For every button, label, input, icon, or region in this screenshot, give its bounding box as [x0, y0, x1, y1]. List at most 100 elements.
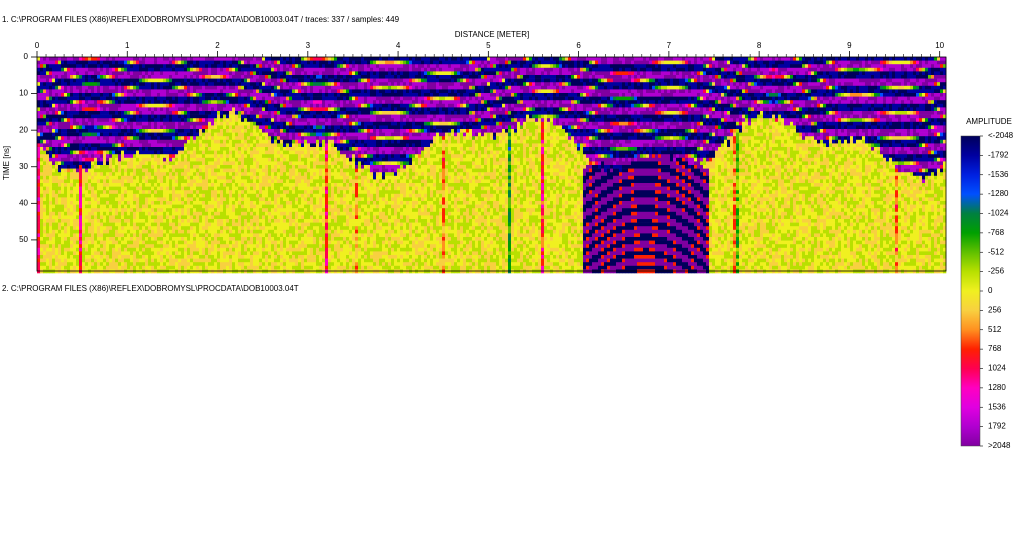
- radargram-cell: [133, 233, 137, 238]
- radargram-cell: [61, 219, 65, 223]
- radargram-cell: [55, 129, 59, 133]
- radargram-cell: [46, 67, 50, 72]
- radargram-cell: [199, 143, 203, 148]
- radargram-cell: [100, 129, 104, 133]
- radargram-cell: [244, 226, 248, 231]
- radargram-cell: [67, 114, 71, 119]
- radargram-cell: [241, 64, 245, 69]
- radargram-cell: [202, 93, 206, 97]
- radargram-cell: [112, 64, 116, 69]
- radargram-cell: [127, 244, 131, 249]
- radargram-cell: [181, 226, 185, 231]
- radargram-cell: [214, 233, 218, 238]
- radargram-cell: [229, 154, 233, 159]
- radargram-cell: [88, 118, 92, 123]
- radargram-cell: [244, 78, 248, 83]
- radargram-cell: [277, 265, 281, 270]
- radargram-cell: [124, 201, 128, 205]
- radargram-cell: [64, 60, 68, 65]
- radargram-cell: [166, 168, 170, 173]
- radargram-cell: [163, 211, 167, 216]
- radargram-cell: [145, 229, 149, 234]
- radargram-cell: [85, 89, 89, 94]
- radargram-cell: [106, 139, 110, 144]
- radargram-cell: [235, 111, 239, 115]
- radargram-cell: [46, 96, 50, 101]
- radargram-cell: [244, 265, 248, 270]
- radargram-cell: [76, 247, 80, 252]
- radargram-cell: [154, 201, 158, 205]
- radargram-cell: [238, 93, 242, 97]
- radargram-cell: [193, 247, 197, 252]
- radargram-cell: [133, 121, 137, 126]
- radargram-cell: [154, 215, 158, 220]
- radargram-cell: [184, 67, 188, 72]
- radargram-cell: [46, 93, 50, 97]
- radargram-cell: [196, 96, 200, 101]
- radargram-cell: [274, 107, 278, 112]
- radargram-cell: [127, 136, 131, 141]
- radargram-cell: [151, 215, 155, 220]
- radargram-cell: [244, 60, 248, 65]
- radargram-cell: [211, 237, 215, 241]
- radargram-cell: [142, 255, 146, 259]
- radargram-cell: [259, 136, 263, 141]
- radargram-cell: [49, 67, 53, 72]
- radargram-cell: [145, 67, 149, 72]
- radargram-cell: [175, 157, 179, 162]
- radargram-cell: [112, 247, 116, 252]
- radargram-cell: [265, 183, 269, 187]
- radargram-cell: [160, 103, 164, 108]
- radargram-cell: [124, 136, 128, 141]
- radargram-cell: [139, 64, 143, 69]
- radargram-cell: [115, 172, 119, 177]
- radargram-cell: [265, 96, 269, 101]
- radargram-cell: [82, 186, 86, 191]
- radargram-cell: [91, 57, 95, 61]
- radargram-cell: [190, 237, 194, 241]
- radargram-cell: [238, 60, 242, 65]
- radargram-cell: [67, 93, 71, 97]
- radargram-cell: [139, 201, 143, 205]
- radargram-cell: [103, 237, 107, 241]
- radargram-cell: [109, 100, 113, 105]
- radargram-cell: [223, 262, 227, 267]
- radargram-cell: [262, 111, 266, 115]
- radargram-cell: [121, 114, 125, 119]
- radargram-cell: [250, 215, 254, 220]
- radargram-cell: [91, 103, 95, 108]
- radargram-cell: [235, 255, 239, 259]
- radargram-cell: [271, 85, 275, 90]
- radargram-cell: [262, 129, 266, 133]
- radargram-cell: [232, 154, 236, 159]
- radargram-cell: [268, 175, 272, 180]
- radargram-cell: [97, 175, 101, 180]
- radargram-cell: [43, 161, 47, 166]
- radargram-cell: [127, 251, 131, 256]
- radargram-cell: [229, 233, 233, 238]
- radargram-cell: [241, 193, 245, 198]
- radargram-cell: [82, 229, 86, 234]
- radargram-cell: [151, 258, 155, 263]
- radargram-cell: [112, 100, 116, 105]
- radargram-cell: [223, 161, 227, 166]
- radargram-cell: [118, 229, 122, 234]
- radargram-cell: [82, 125, 86, 130]
- radargram-cell: [58, 219, 62, 223]
- radargram-cell: [244, 111, 248, 115]
- radargram-cell: [37, 208, 41, 213]
- radargram-cell: [94, 60, 98, 65]
- radargram-cell: [49, 60, 53, 65]
- radargram-cell: [49, 251, 53, 256]
- radargram-cell: [73, 255, 77, 259]
- radargram-cell: [199, 114, 203, 119]
- radargram-cell: [151, 186, 155, 191]
- radargram-cell: [220, 258, 224, 263]
- radargram-cell: [163, 147, 167, 151]
- radargram-cell: [208, 57, 212, 61]
- radargram-cell: [178, 89, 182, 94]
- radargram-cell: [211, 219, 215, 223]
- radargram-cell: [85, 229, 89, 234]
- radargram-cell: [226, 136, 230, 141]
- radargram-cell: [136, 190, 140, 195]
